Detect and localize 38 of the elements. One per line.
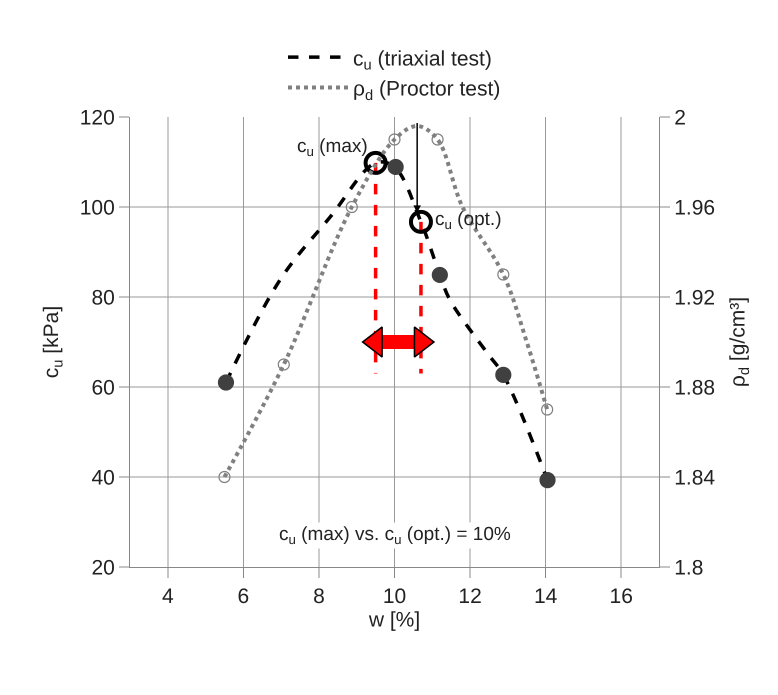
y-tick-label: 100 (80, 196, 115, 220)
x-tick-label: 6 (238, 585, 250, 608)
y-tick-label: 80 (91, 286, 115, 310)
point (432, 266, 448, 284)
x-tick-label: 16 (610, 585, 633, 608)
y2-tick-label: 1.96 (674, 196, 716, 220)
y-tick-label: 40 (91, 466, 115, 490)
point (346, 200, 358, 214)
x-tick-label: 8 (313, 585, 325, 608)
annotation: c$_{u}$ (opt.) (435, 209, 502, 232)
annotation: c$_{u}$ (max) vs. c$_{u}$ (opt.) = 10% (279, 524, 511, 547)
y2-tick-label: 1.84 (674, 466, 716, 490)
point (431, 133, 444, 146)
x-tick-label: 4 (162, 585, 174, 608)
annotation: c$_{u}$ (max) (297, 136, 368, 159)
y2-tick-label: 1.92 (674, 286, 716, 310)
x-tick-label: 12 (458, 585, 482, 608)
point (495, 366, 512, 383)
point (408, 210, 433, 234)
x-axis-title: w [%] (368, 608, 420, 632)
x-tick-label: 14 (534, 585, 558, 608)
y-tick-label: 60 (91, 376, 115, 400)
legend-label: c$_{u}$ (triaxial test) (353, 47, 492, 74)
point (541, 403, 554, 416)
y-tick-label: 120 (80, 106, 115, 130)
y2-tick-label: 2 (674, 106, 686, 130)
x-tick-label: 10 (382, 585, 406, 608)
point (278, 358, 290, 371)
legend-label: ρ$_{d}$ (Proctor test) (353, 78, 500, 104)
point (218, 374, 234, 391)
y2-tick-label: 1.88 (674, 376, 716, 400)
point (497, 268, 510, 281)
point (539, 472, 556, 488)
point (218, 470, 231, 484)
point (388, 133, 401, 146)
point (388, 158, 404, 176)
y2-tick-label: 1.8 (674, 556, 704, 580)
y-tick-label: 20 (91, 556, 115, 580)
